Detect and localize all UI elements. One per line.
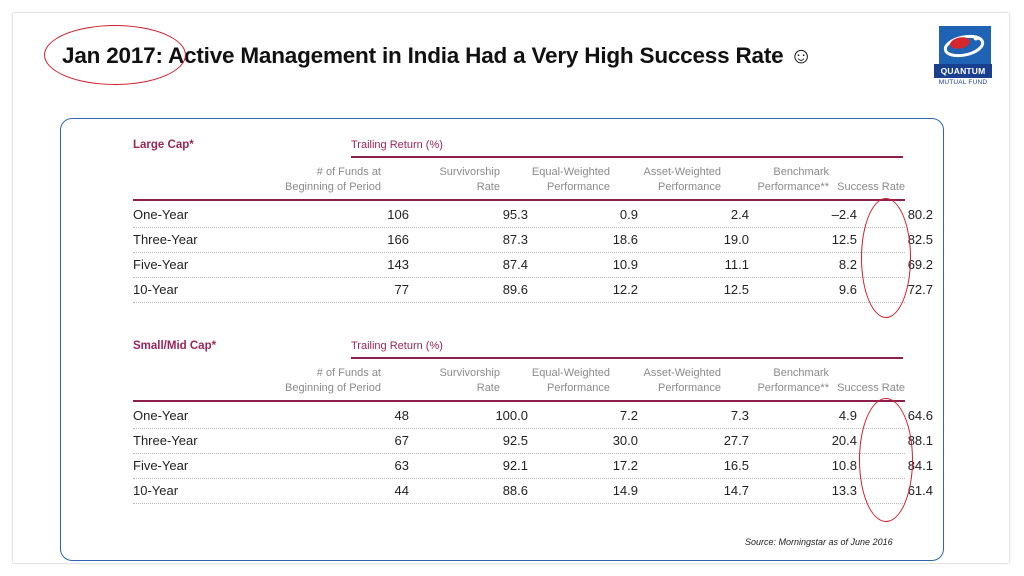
success-rate-cell: 64.6 xyxy=(907,408,933,423)
funds-cell: 44 xyxy=(394,483,409,498)
equal-weighted-cell: 30.0 xyxy=(612,433,638,448)
equal-weighted-cell: 14.9 xyxy=(612,483,638,498)
success-rate-cell: 82.5 xyxy=(907,232,933,247)
funds-cell: 63 xyxy=(394,458,409,473)
asset-weighted-cell: 16.5 xyxy=(723,458,749,473)
success-rate-cell: 69.2 xyxy=(907,257,933,272)
quantum-logo: QUANTUM MUTUAL FUND xyxy=(933,26,993,88)
survivorship-cell: 88.6 xyxy=(502,483,528,498)
table-row: 10-Year 77 89.6 12.2 12.5 9.6 72.7 xyxy=(133,278,933,303)
logo-mark-icon xyxy=(939,26,991,64)
table-row: One-Year 48 100.0 7.2 7.3 4.9 64.6 xyxy=(133,404,933,429)
equal-weighted-cell: 7.2 xyxy=(619,408,638,423)
funds-cell: 77 xyxy=(394,282,409,297)
equal-weighted-cell: 0.9 xyxy=(619,207,638,222)
period-cell: Three-Year xyxy=(133,433,198,448)
asset-weighted-cell: 7.3 xyxy=(730,408,749,423)
slide-frame xyxy=(12,12,1010,564)
success-rate-cell: 88.1 xyxy=(907,433,933,448)
survivorship-cell: 87.4 xyxy=(502,257,528,272)
benchmark-cell: 13.3 xyxy=(831,483,857,498)
asset-weighted-cell: 27.7 xyxy=(723,433,749,448)
table-row: Three-Year 67 92.5 30.0 27.7 20.4 88.1 xyxy=(133,429,933,454)
asset-weighted-cell: 19.0 xyxy=(723,232,749,247)
header-rule xyxy=(133,400,905,402)
period-cell: One-Year xyxy=(133,207,189,222)
equal-weighted-cell: 18.6 xyxy=(612,232,638,247)
col-header-success-rate: Success Rate xyxy=(837,181,905,193)
survivorship-cell: 92.5 xyxy=(502,433,528,448)
funds-cell: 67 xyxy=(394,433,409,448)
benchmark-cell: 4.9 xyxy=(838,408,857,423)
survivorship-cell: 87.3 xyxy=(502,232,528,247)
header-rule xyxy=(351,357,903,359)
col-header-survivorship: Survivorship Rate xyxy=(439,166,500,193)
success-rate-cell: 61.4 xyxy=(907,483,933,498)
equal-weighted-cell: 12.2 xyxy=(612,282,638,297)
logo-brand: QUANTUM xyxy=(934,64,992,78)
section-label: Large Cap* xyxy=(133,139,194,151)
col-header-asset-weighted: Asset-Weighted Performance xyxy=(643,166,721,193)
asset-weighted-cell: 14.7 xyxy=(723,483,749,498)
asset-weighted-cell: 11.1 xyxy=(724,257,749,272)
table-row: Three-Year 166 87.3 18.6 19.0 12.5 82.5 xyxy=(133,228,933,253)
logo-subtitle: MUTUAL FUND xyxy=(938,79,988,86)
section-label: Small/Mid Cap* xyxy=(133,340,217,352)
benchmark-cell: 9.6 xyxy=(838,282,857,297)
funds-cell: 143 xyxy=(387,257,409,272)
period-cell: One-Year xyxy=(133,408,189,423)
period-cell: 10-Year xyxy=(133,483,179,498)
col-header-survivorship: Survivorship Rate xyxy=(439,367,500,394)
benchmark-cell: 12.5 xyxy=(831,232,857,247)
table-row: 10-Year 44 88.6 14.9 14.7 13.3 61.4 xyxy=(133,479,933,504)
header-rule xyxy=(351,156,903,158)
period-cell: 10-Year xyxy=(133,282,179,297)
asset-weighted-cell: 12.5 xyxy=(723,282,749,297)
funds-cell: 106 xyxy=(387,207,409,222)
benchmark-cell: –2.4 xyxy=(831,207,857,222)
success-rate-cell: 84.1 xyxy=(907,458,933,473)
survivorship-cell: 95.3 xyxy=(502,207,528,222)
period-cell: Five-Year xyxy=(133,458,189,473)
survivorship-cell: 89.6 xyxy=(502,282,528,297)
col-header-funds: # of Funds at Beginning of Period xyxy=(284,367,381,394)
trailing-return-label: Trailing Return (%) xyxy=(351,340,443,352)
col-header-equal-weighted: Equal-Weighted Performance xyxy=(531,367,610,394)
equal-weighted-cell: 17.2 xyxy=(612,458,638,473)
trailing-return-label: Trailing Return (%) xyxy=(351,139,443,151)
table-row: Five-Year 143 87.4 10.9 11.1 8.2 69.2 xyxy=(133,253,933,278)
source-note: Source: Morningstar as of June 2016 xyxy=(745,537,893,547)
col-header-benchmark: Benchmark Performance** xyxy=(757,367,829,394)
table-row: Five-Year 63 92.1 17.2 16.5 10.8 84.1 xyxy=(133,454,933,479)
success-rate-cell: 80.2 xyxy=(907,207,933,222)
funds-cell: 166 xyxy=(387,232,409,247)
asset-weighted-cell: 2.4 xyxy=(730,207,749,222)
period-cell: Three-Year xyxy=(133,232,198,247)
success-rate-cell: 72.7 xyxy=(907,282,933,297)
col-header-funds: # of Funds at Beginning of Period xyxy=(284,166,381,193)
benchmark-cell: 20.4 xyxy=(831,433,857,448)
table-row: One-Year 106 95.3 0.9 2.4 –2.4 80.2 xyxy=(133,203,933,228)
survivorship-cell: 100.0 xyxy=(495,408,528,423)
funds-cell: 48 xyxy=(394,408,409,423)
benchmark-cell: 10.8 xyxy=(831,458,857,473)
col-header-success-rate: Success Rate xyxy=(837,382,905,394)
col-header-asset-weighted: Asset-Weighted Performance xyxy=(643,367,721,394)
header-rule xyxy=(133,199,905,201)
data-panel: Large Cap* Trailing Return (%) # of Fund… xyxy=(60,118,944,561)
period-cell: Five-Year xyxy=(133,257,189,272)
col-header-equal-weighted: Equal-Weighted Performance xyxy=(531,166,610,193)
equal-weighted-cell: 10.9 xyxy=(612,257,638,272)
col-header-benchmark: Benchmark Performance** xyxy=(757,166,829,193)
slide-title: Jan 2017: Active Management in India Had… xyxy=(62,43,813,68)
benchmark-cell: 8.2 xyxy=(838,257,857,272)
survivorship-cell: 92.1 xyxy=(502,458,528,473)
